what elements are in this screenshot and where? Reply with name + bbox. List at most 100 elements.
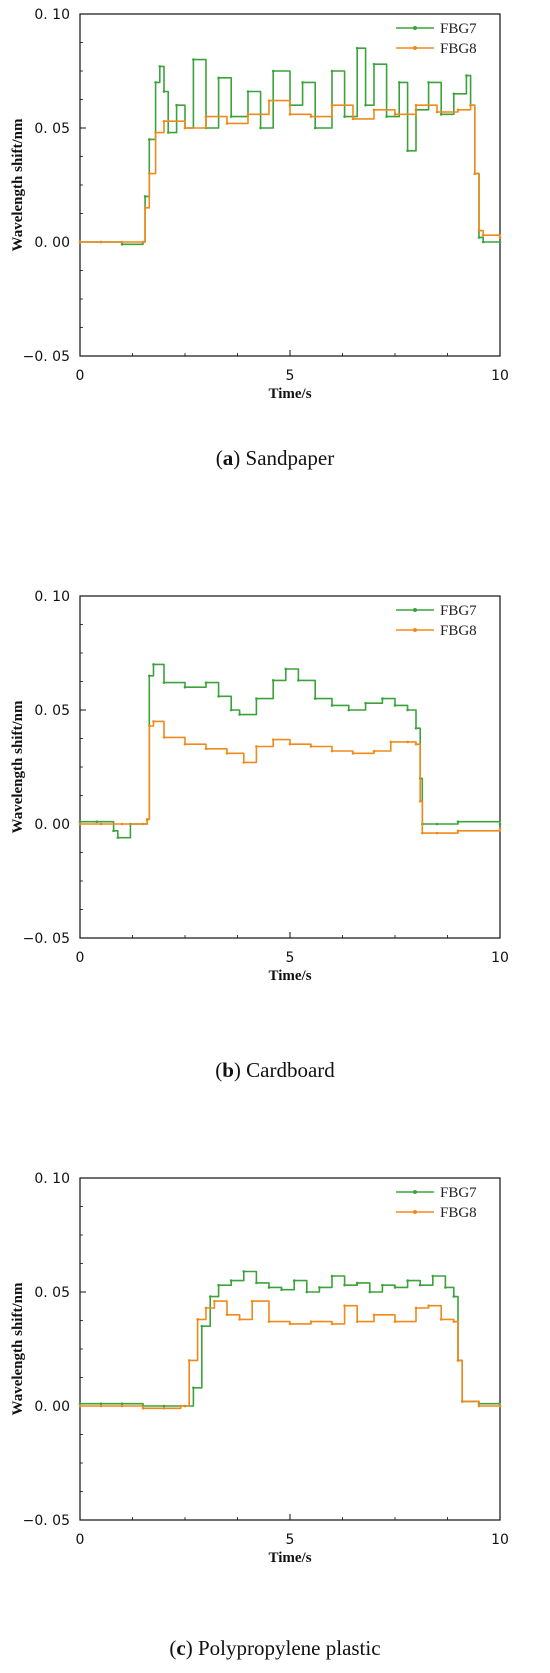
data-point xyxy=(381,697,384,700)
data-point xyxy=(498,827,502,830)
data-point xyxy=(196,1318,199,1321)
data-point xyxy=(162,1404,166,1408)
x-tick-label: 0 xyxy=(76,950,85,966)
data-point xyxy=(421,831,424,835)
legend-marker xyxy=(413,26,417,30)
x-tick-label: 5 xyxy=(286,368,295,384)
data-point xyxy=(204,115,208,118)
legend-marker xyxy=(413,608,417,612)
data-point xyxy=(255,697,258,700)
chart-c: −0. 05 0. 00 0. 05 0. 10 0 5 10 Time/s Wavelengt… xyxy=(10,1171,509,1566)
y-axis-title: Wavelength shift/nm xyxy=(10,700,26,833)
x-axis-title: Time/s xyxy=(268,386,311,402)
data-point xyxy=(498,822,502,826)
x-tick-label: 0 xyxy=(76,368,85,384)
data-point xyxy=(225,752,229,755)
caption-text: Polypropylene plastic xyxy=(198,1636,381,1660)
data-point xyxy=(393,113,397,116)
y-tick-label: 0. 10 xyxy=(34,7,70,23)
data-point xyxy=(372,62,376,66)
data-point xyxy=(343,1283,346,1287)
data-point xyxy=(255,1281,258,1285)
chart-panel-a: −0. 05 0. 00 0. 05 0. 10 0 5 10 Time/s Wavelengt… xyxy=(0,0,550,480)
caption-text: Cardboard xyxy=(246,1058,335,1082)
data-point xyxy=(355,46,359,50)
data-point xyxy=(477,236,481,239)
data-point xyxy=(120,242,124,246)
data-point xyxy=(456,1359,460,1362)
data-point xyxy=(406,1279,409,1282)
data-point xyxy=(225,122,229,125)
legend-label: FBG8 xyxy=(440,41,477,57)
data-point xyxy=(481,233,485,237)
x-tick-label: 10 xyxy=(491,368,509,384)
data-point xyxy=(406,149,409,153)
data-point xyxy=(498,1404,502,1408)
data-point xyxy=(469,103,472,107)
data-point xyxy=(148,172,151,175)
data-point xyxy=(355,1281,359,1285)
data-point xyxy=(435,822,439,826)
data-point xyxy=(217,76,220,80)
data-point xyxy=(148,138,151,141)
data-point xyxy=(204,747,208,751)
caption-b: (b) Cardboard xyxy=(215,1058,335,1082)
data-point xyxy=(246,90,250,93)
data-point xyxy=(204,681,208,684)
data-point xyxy=(192,1386,195,1390)
data-point xyxy=(414,742,418,746)
data-point xyxy=(330,103,334,107)
y-tick-label: 0. 10 xyxy=(34,1171,70,1187)
data-point xyxy=(414,726,418,730)
data-point xyxy=(330,1274,334,1278)
data-point xyxy=(143,206,147,210)
data-point xyxy=(414,1306,418,1310)
data-point xyxy=(120,1404,124,1408)
legend-marker xyxy=(413,628,417,632)
x-tick-label: 0 xyxy=(76,1532,85,1548)
y-tick-label: 0. 05 xyxy=(34,1285,70,1301)
data-point xyxy=(152,663,155,666)
data-point xyxy=(217,1283,220,1287)
data-point xyxy=(154,131,157,134)
series-line-fbg7 xyxy=(80,47,500,246)
data-point xyxy=(393,1320,397,1323)
data-point xyxy=(208,1295,212,1298)
data-point xyxy=(385,115,388,118)
caption-letter: c xyxy=(176,1636,186,1660)
data-point xyxy=(179,1404,183,1408)
data-point xyxy=(238,713,241,716)
data-point xyxy=(330,749,334,753)
data-point xyxy=(267,1286,271,1289)
data-point xyxy=(284,667,288,671)
y-tick-label: −0. 05 xyxy=(23,1513,70,1529)
data-point xyxy=(183,742,187,746)
series-line-fbg8 xyxy=(80,1300,500,1410)
series-line-fbg7 xyxy=(80,1270,501,1407)
data-point xyxy=(162,681,166,684)
data-point xyxy=(452,1320,456,1323)
x-tick-label: 5 xyxy=(286,1532,295,1548)
data-point xyxy=(347,708,351,712)
data-point xyxy=(116,836,120,839)
data-point xyxy=(498,236,502,239)
data-point xyxy=(217,695,220,698)
data-point xyxy=(78,820,82,824)
plot-frame xyxy=(79,13,501,357)
data-point xyxy=(288,113,292,116)
data-point xyxy=(183,126,187,130)
legend-marker xyxy=(413,1210,417,1214)
data-point xyxy=(78,1404,82,1408)
series-line-fbg8 xyxy=(80,720,501,834)
data-point xyxy=(372,1313,376,1317)
data-point xyxy=(99,240,103,244)
data-point xyxy=(162,119,166,123)
data-point xyxy=(393,704,397,707)
data-point xyxy=(439,113,443,116)
data-point xyxy=(271,738,275,741)
x-axis-title: Time/s xyxy=(268,1550,311,1566)
data-point xyxy=(280,1288,283,1292)
data-point xyxy=(267,1320,271,1323)
y-tick-label: −0. 05 xyxy=(23,349,70,365)
data-point xyxy=(364,103,367,107)
